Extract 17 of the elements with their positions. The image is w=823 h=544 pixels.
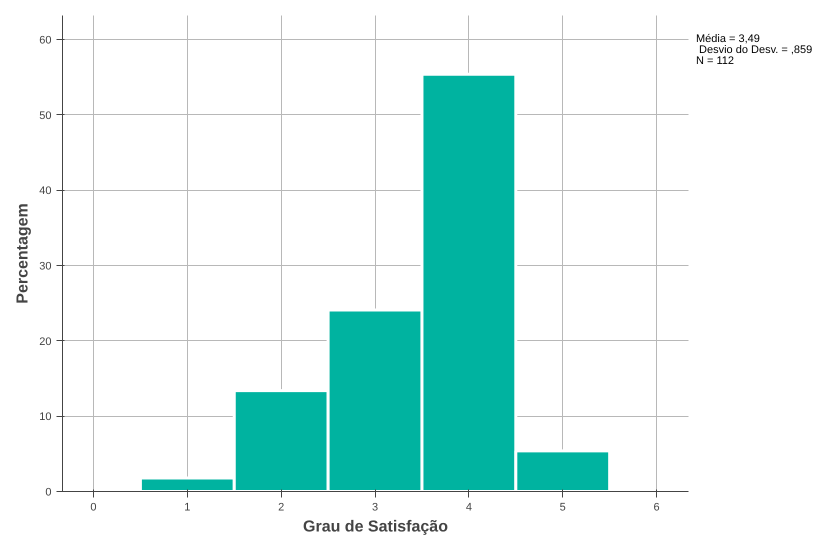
y-tick-label: 10 (39, 411, 52, 424)
x-tick-label: 1 (184, 502, 190, 514)
y-tick-label: 50 (39, 110, 52, 122)
x-tick-label: 6 (654, 502, 660, 514)
y-tick-label: 60 (39, 34, 52, 47)
x-tick-label: 5 (560, 502, 566, 514)
y-tick-label: 20 (39, 336, 52, 348)
x-tick-label: 4 (466, 502, 472, 514)
y-axis-title: Percentagem (14, 203, 32, 304)
x-tick-label: 0 (90, 502, 97, 514)
x-axis-title: Grau de Satisfação (303, 518, 448, 536)
y-tick-label: 40 (39, 185, 52, 198)
y-tick-label: 0 (45, 486, 52, 498)
x-tick-label: 2 (278, 502, 284, 514)
x-tick-label: 3 (372, 502, 378, 514)
text: Média = 3,49 Desvio do Desv. = ,859 N = 112 (696, 33, 812, 67)
y-tick-label: 30 (39, 260, 52, 273)
